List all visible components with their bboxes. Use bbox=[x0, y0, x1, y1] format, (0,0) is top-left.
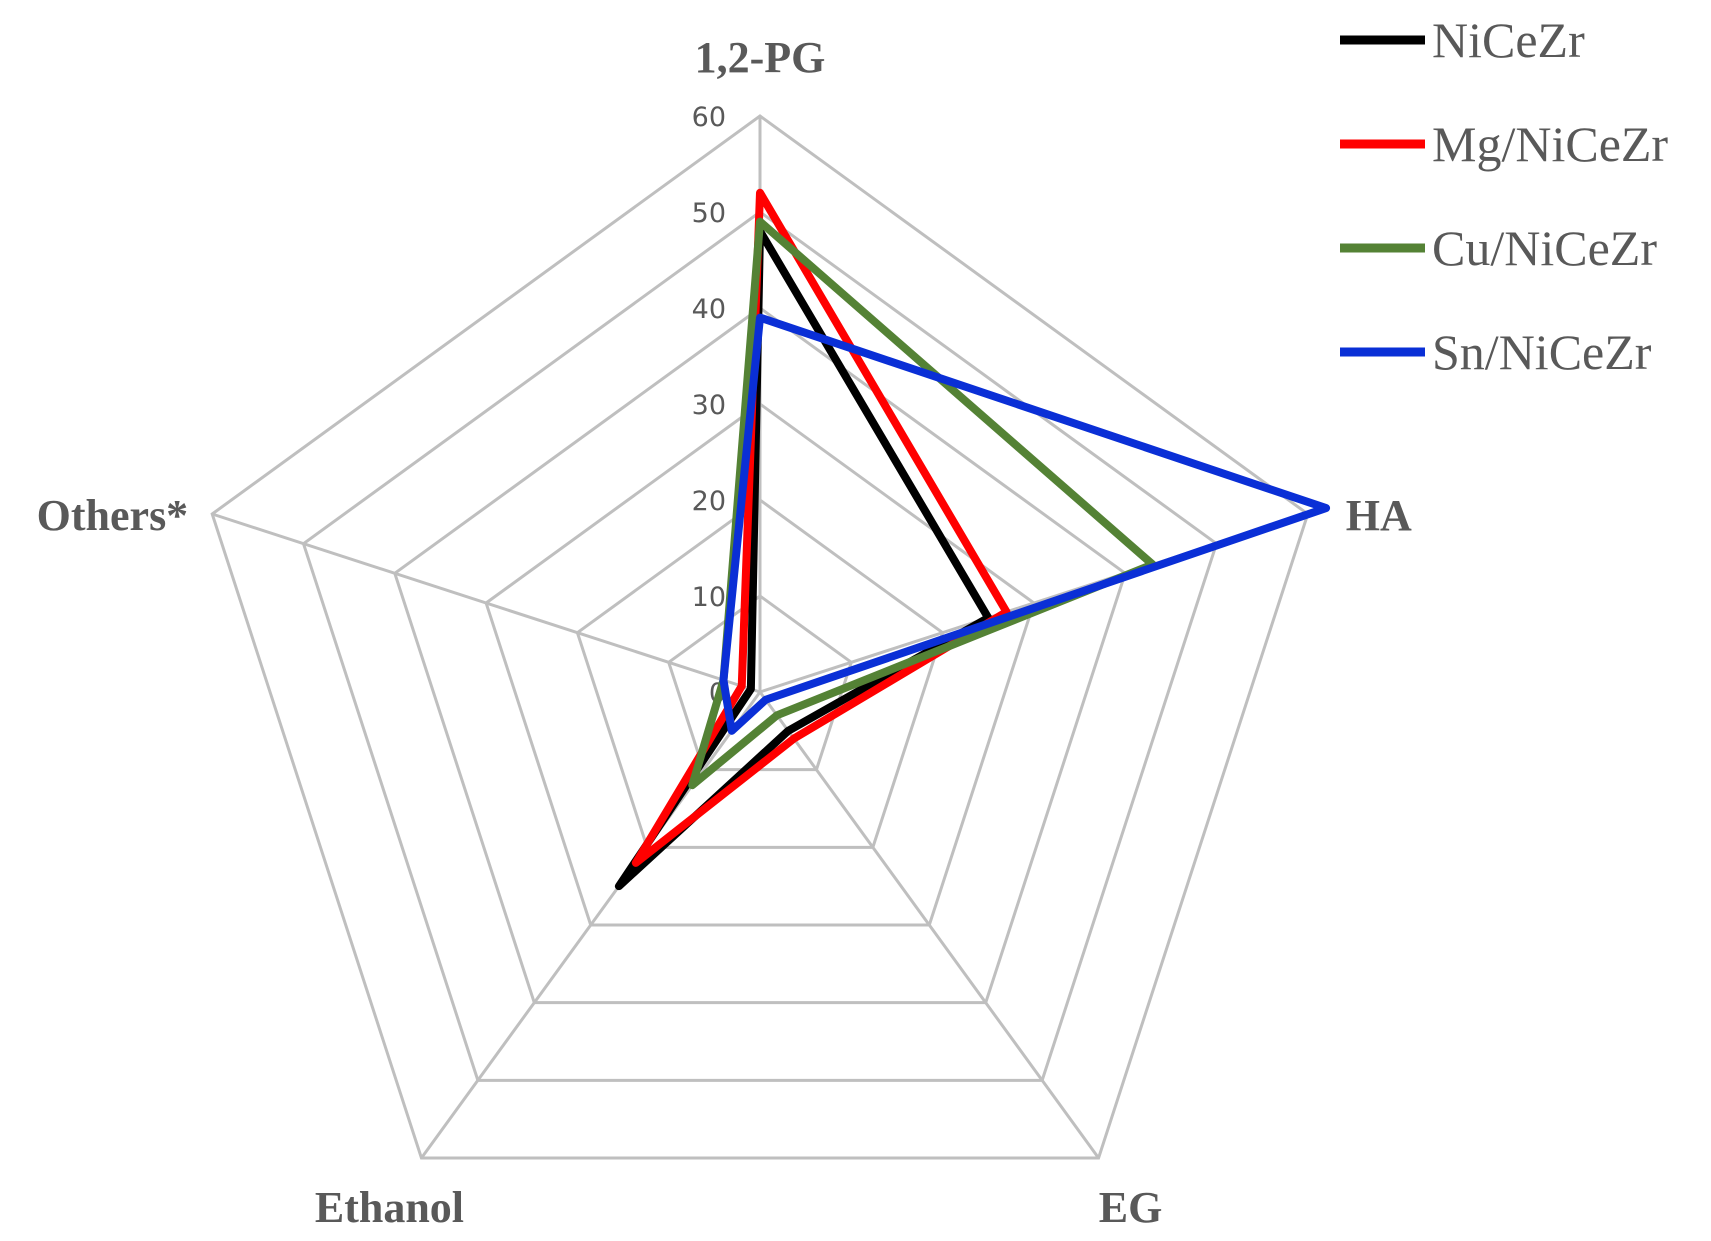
radial-tick-label: 30 bbox=[692, 390, 726, 421]
grid-ring bbox=[210, 114, 1310, 1160]
axis-spoke bbox=[420, 691, 762, 1159]
radial-tick-label: 40 bbox=[692, 294, 726, 325]
axis-spoke bbox=[211, 512, 761, 694]
axis-label: EG bbox=[1099, 1183, 1163, 1232]
axis-label: HA bbox=[1346, 491, 1412, 540]
legend: NiCeZr Mg/NiCeZr Cu/NiCeZr Sn/NiCeZr bbox=[1340, 12, 1668, 380]
axis-label: Ethanol bbox=[315, 1183, 464, 1232]
legend-label: Sn/NiCeZr bbox=[1432, 324, 1652, 380]
series-layer bbox=[614, 188, 1331, 891]
radial-tick-label: 20 bbox=[692, 486, 726, 517]
series-line-mg-nicezr bbox=[631, 188, 1011, 867]
legend-label: NiCeZr bbox=[1432, 12, 1585, 68]
grid-ring bbox=[393, 306, 1127, 1005]
legend-label: Cu/NiCeZr bbox=[1432, 220, 1657, 276]
axis-labels: 1,2-PG HA EG Ethanol Others* bbox=[37, 33, 1412, 1232]
series-line-sn-nicezr bbox=[719, 313, 1331, 735]
legend-label: Mg/NiCeZr bbox=[1432, 116, 1668, 172]
radar-grid bbox=[210, 114, 1310, 1160]
axis-spoke bbox=[758, 691, 1100, 1159]
grid-ring bbox=[575, 498, 945, 849]
radial-tick-label: 60 bbox=[692, 102, 726, 133]
radial-tick-label: 50 bbox=[692, 198, 726, 229]
radial-tick-label: 10 bbox=[692, 582, 726, 613]
axis-label: 1,2-PG bbox=[695, 33, 826, 82]
grid-ring bbox=[301, 210, 1219, 1082]
grid-ring bbox=[484, 402, 1036, 927]
axis-label: Others* bbox=[37, 491, 189, 540]
